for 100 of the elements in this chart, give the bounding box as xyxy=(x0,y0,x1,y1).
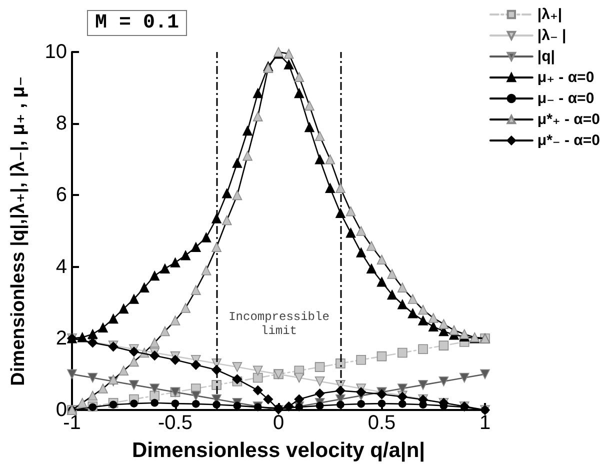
point xyxy=(171,400,180,408)
point xyxy=(192,400,200,408)
legend-label: |λ₊| xyxy=(537,6,562,23)
point xyxy=(180,250,190,260)
point xyxy=(98,384,108,394)
point xyxy=(88,372,98,383)
point xyxy=(191,390,201,401)
point xyxy=(98,322,108,333)
point xyxy=(252,366,263,376)
point xyxy=(180,303,190,313)
point xyxy=(398,384,408,394)
point xyxy=(294,88,304,98)
point xyxy=(118,366,129,376)
point xyxy=(201,232,212,242)
point xyxy=(191,360,201,370)
point xyxy=(170,354,180,365)
point xyxy=(88,329,98,340)
point xyxy=(150,270,160,281)
point xyxy=(222,215,232,226)
point xyxy=(314,362,325,372)
point xyxy=(108,314,118,324)
annotation: Incompressible limit xyxy=(228,310,330,338)
point xyxy=(366,264,376,274)
point xyxy=(129,346,139,357)
point xyxy=(449,325,459,336)
point xyxy=(387,269,397,279)
point xyxy=(336,208,346,218)
point xyxy=(130,400,138,408)
point xyxy=(325,154,336,164)
point xyxy=(284,60,294,70)
point xyxy=(376,276,387,287)
point xyxy=(398,348,408,358)
point xyxy=(336,400,344,409)
point xyxy=(336,183,346,193)
legend-label: |q| xyxy=(537,48,555,65)
point xyxy=(346,228,356,238)
point xyxy=(408,294,418,304)
point xyxy=(346,206,356,216)
point xyxy=(252,385,263,396)
point xyxy=(304,122,314,132)
point xyxy=(232,362,242,372)
x-tick-label: 1 xyxy=(479,412,491,434)
legend-label: |λ₋ | xyxy=(537,27,566,44)
point xyxy=(263,394,274,404)
y-tick-label: 2 xyxy=(56,327,67,350)
point xyxy=(408,308,418,318)
point xyxy=(233,402,242,410)
point xyxy=(77,398,88,408)
point xyxy=(438,340,449,350)
chart-title: M = 0.1 xyxy=(95,12,180,34)
point xyxy=(294,372,304,383)
point xyxy=(242,126,252,136)
point xyxy=(150,350,160,360)
point xyxy=(201,265,212,276)
point xyxy=(304,100,314,111)
point xyxy=(284,402,294,412)
legend-label: μ*₋ - α=0 xyxy=(537,132,600,149)
point xyxy=(314,154,325,164)
y-tick-label: 10 xyxy=(44,41,67,63)
point xyxy=(336,386,346,396)
point xyxy=(170,316,180,326)
point xyxy=(314,388,325,398)
point xyxy=(378,400,386,408)
point xyxy=(418,344,428,354)
point xyxy=(480,369,490,380)
point xyxy=(438,319,449,329)
point xyxy=(294,72,304,82)
point xyxy=(252,372,263,383)
point xyxy=(191,285,201,295)
legend-label: μ₊ - α=0 xyxy=(537,69,594,86)
point xyxy=(418,316,428,326)
point xyxy=(387,290,397,300)
point xyxy=(67,369,77,380)
point xyxy=(418,380,428,390)
x-axis-title: Dimensionless velocity q/a|n| xyxy=(132,439,426,462)
point xyxy=(212,365,222,375)
point xyxy=(438,376,449,386)
point xyxy=(376,254,387,265)
point xyxy=(314,131,325,142)
point xyxy=(232,190,242,200)
point xyxy=(212,214,222,224)
point xyxy=(316,402,324,410)
point xyxy=(459,372,470,383)
point xyxy=(109,400,118,409)
point xyxy=(398,400,406,408)
x-tick-label: 0.5 xyxy=(368,412,396,434)
legend-label: μ*₊ - α=0 xyxy=(537,111,600,128)
y-tick-label: 4 xyxy=(56,256,67,278)
point xyxy=(376,351,387,362)
point xyxy=(232,158,242,168)
point xyxy=(212,400,220,409)
point xyxy=(160,326,170,336)
point xyxy=(294,394,304,404)
point xyxy=(356,248,366,258)
point xyxy=(252,88,263,98)
point xyxy=(139,282,150,292)
point xyxy=(129,356,139,367)
point xyxy=(357,400,365,408)
point xyxy=(366,241,376,251)
point xyxy=(356,354,366,365)
